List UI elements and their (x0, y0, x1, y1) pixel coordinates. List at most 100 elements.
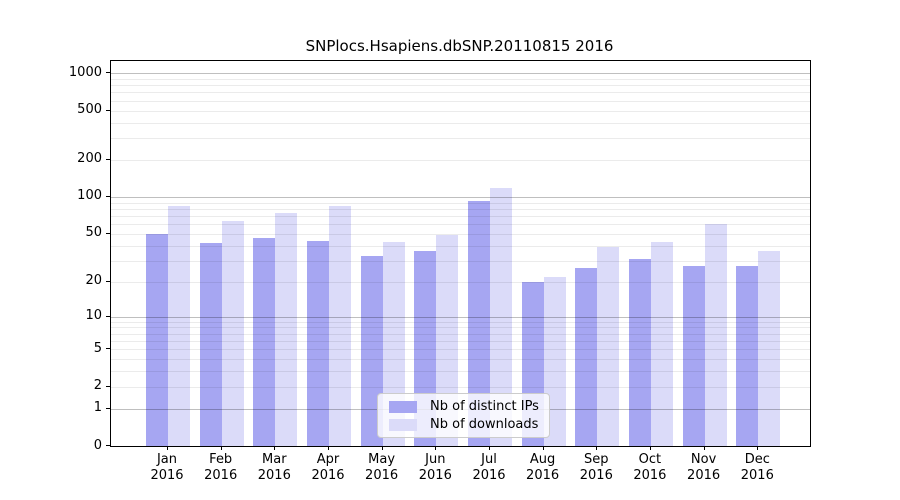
x-tick-label-mar: Mar 2016 (257, 452, 291, 483)
x-tick-label-nov: Nov 2016 (687, 452, 721, 483)
gridline-minor-9 (111, 321, 810, 323)
legend-label-downloads: Nb of downloads (430, 417, 539, 432)
x-tick-oct (649, 446, 651, 450)
y-tick-1 (106, 407, 110, 409)
x-tick-sep (596, 446, 598, 450)
gridline-major-100 (111, 196, 810, 198)
gridline-minor-3 (111, 371, 810, 373)
y-tick-label-200: 200 (77, 151, 102, 167)
x-tick-apr (328, 446, 329, 450)
x-tick-aug (542, 446, 544, 450)
bar-jan-distinct-ips (146, 233, 168, 446)
gridline-minor-700 (111, 92, 810, 94)
bar-jul-downloads (489, 188, 512, 446)
gridline-minor-200 (111, 159, 810, 161)
y-tick-label-20: 20 (85, 273, 102, 289)
gridline-minor-30 (111, 260, 810, 262)
legend-row-distinct-ips: Nb of distinct IPs (389, 399, 539, 414)
gridline-minor-90 (111, 202, 810, 204)
y-tick-label-10: 10 (85, 308, 102, 324)
gridline-major-10 (111, 316, 810, 318)
gridline-minor-2 (111, 386, 810, 388)
y-tick-label-2: 2 (93, 378, 102, 394)
gridline-minor-50 (111, 233, 810, 235)
x-tick-label-dec: Dec 2016 (740, 452, 774, 483)
y-tick-label-50: 50 (85, 225, 102, 241)
x-tick-label-feb: Feb 2016 (204, 452, 238, 483)
bar-mar-downloads (275, 213, 298, 446)
legend-row-downloads: Nb of downloads (389, 417, 539, 432)
gridline-minor-6 (111, 341, 810, 342)
y-tick-label-5: 5 (93, 340, 102, 356)
x-tick-jan (167, 446, 168, 450)
x-tick-label-oct: Oct 2016 (633, 452, 667, 483)
gridline-minor-300 (111, 138, 810, 139)
x-tick-dec (757, 446, 759, 450)
bar-feb-distinct-ips (199, 243, 222, 446)
bar-apr-downloads (328, 206, 351, 446)
x-tick-jun (435, 446, 437, 450)
gridline-minor-600 (111, 100, 810, 102)
legend-swatch-distinct-ips (389, 400, 417, 413)
bar-oct-distinct-ips (628, 259, 651, 446)
x-tick-jul (489, 446, 490, 450)
x-tick-label-apr: Apr 2016 (311, 452, 345, 483)
y-tick-50 (106, 232, 110, 234)
gridline-minor-7 (111, 333, 810, 335)
gridline-minor-5 (111, 349, 810, 351)
bar-jan-downloads (168, 206, 190, 446)
x-tick-nov (703, 446, 705, 450)
gridline-minor-4 (111, 359, 810, 361)
y-tick-5 (106, 348, 110, 350)
legend-swatch-downloads (389, 418, 417, 431)
y-tick-label-500: 500 (77, 102, 102, 117)
legend-label-distinct-ips: Nb of distinct IPs (430, 399, 539, 414)
x-tick-label-jul: Jul 2016 (472, 452, 506, 483)
chart-title: SNPlocs.Hsapiens.dbSNP.20110815 2016 (305, 37, 614, 55)
x-tick-may (381, 446, 383, 450)
bar-sep-downloads (597, 246, 620, 446)
gridline-minor-70 (111, 216, 810, 217)
gridline-minor-500 (111, 110, 810, 112)
bar-nov-downloads (704, 224, 727, 446)
legend: Nb of distinct IPs Nb of downloads (377, 393, 550, 438)
y-tick-0 (106, 445, 110, 446)
bar-jul-distinct-ips (467, 201, 490, 446)
gridline-minor-80 (111, 208, 810, 210)
gridline-minor-900 (111, 78, 810, 80)
y-tick-label-0: 0 (93, 437, 102, 453)
gridline-major-1000 (111, 73, 810, 75)
bar-dec-downloads (758, 251, 781, 446)
y-tick-100 (106, 195, 110, 197)
y-tick-label-1: 1 (93, 400, 102, 416)
y-tick-1000 (106, 72, 110, 74)
gridline-minor-400 (111, 122, 810, 124)
bar-sep-distinct-ips (575, 268, 598, 446)
gridline-minor-8 (111, 327, 810, 329)
bar-nov-distinct-ips (682, 266, 705, 446)
y-tick-label-100: 100 (77, 188, 102, 204)
gridline-minor-20 (111, 281, 810, 283)
bar-feb-downloads (221, 220, 244, 446)
x-tick-label-jan: Jan 2016 (150, 452, 184, 483)
y-tick-500 (106, 109, 110, 111)
bar-oct-downloads (650, 241, 673, 446)
y-tick-2 (106, 385, 110, 387)
x-tick-label-sep: Sep 2016 (579, 452, 613, 483)
x-tick-label-jun: Jun 2016 (418, 452, 452, 483)
gridline-minor-40 (111, 245, 810, 247)
x-tick-label-aug: Aug 2016 (526, 452, 560, 483)
y-tick-label-1000: 1000 (68, 64, 102, 80)
bar-apr-distinct-ips (306, 240, 329, 446)
y-tick-20 (106, 280, 110, 282)
plot-area (110, 60, 811, 447)
gridline-minor-800 (111, 85, 810, 87)
bar-mar-distinct-ips (253, 238, 276, 446)
y-tick-200 (106, 158, 110, 160)
x-tick-feb (220, 446, 222, 450)
x-tick-mar (274, 446, 276, 450)
x-tick-label-may: May 2016 (365, 452, 399, 483)
y-tick-10 (106, 315, 110, 317)
bar-dec-distinct-ips (736, 266, 759, 446)
